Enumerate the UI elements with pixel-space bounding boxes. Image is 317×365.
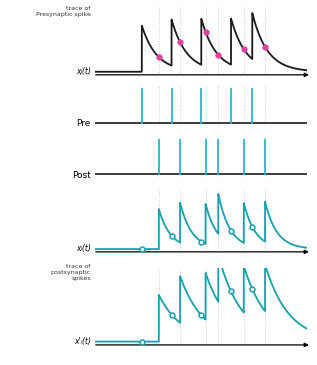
Text: trace of
Presynaptic spike: trace of Presynaptic spike	[36, 6, 91, 17]
Text: Pre: Pre	[76, 119, 91, 128]
Text: Post: Post	[72, 170, 91, 180]
Text: x'ᵢ(t): x'ᵢ(t)	[74, 337, 91, 346]
Text: trace of
postsynaptic
spikes: trace of postsynaptic spikes	[51, 264, 91, 281]
Text: xᵢ(t): xᵢ(t)	[76, 244, 91, 253]
Text: xⱼ(t): xⱼ(t)	[76, 67, 91, 76]
